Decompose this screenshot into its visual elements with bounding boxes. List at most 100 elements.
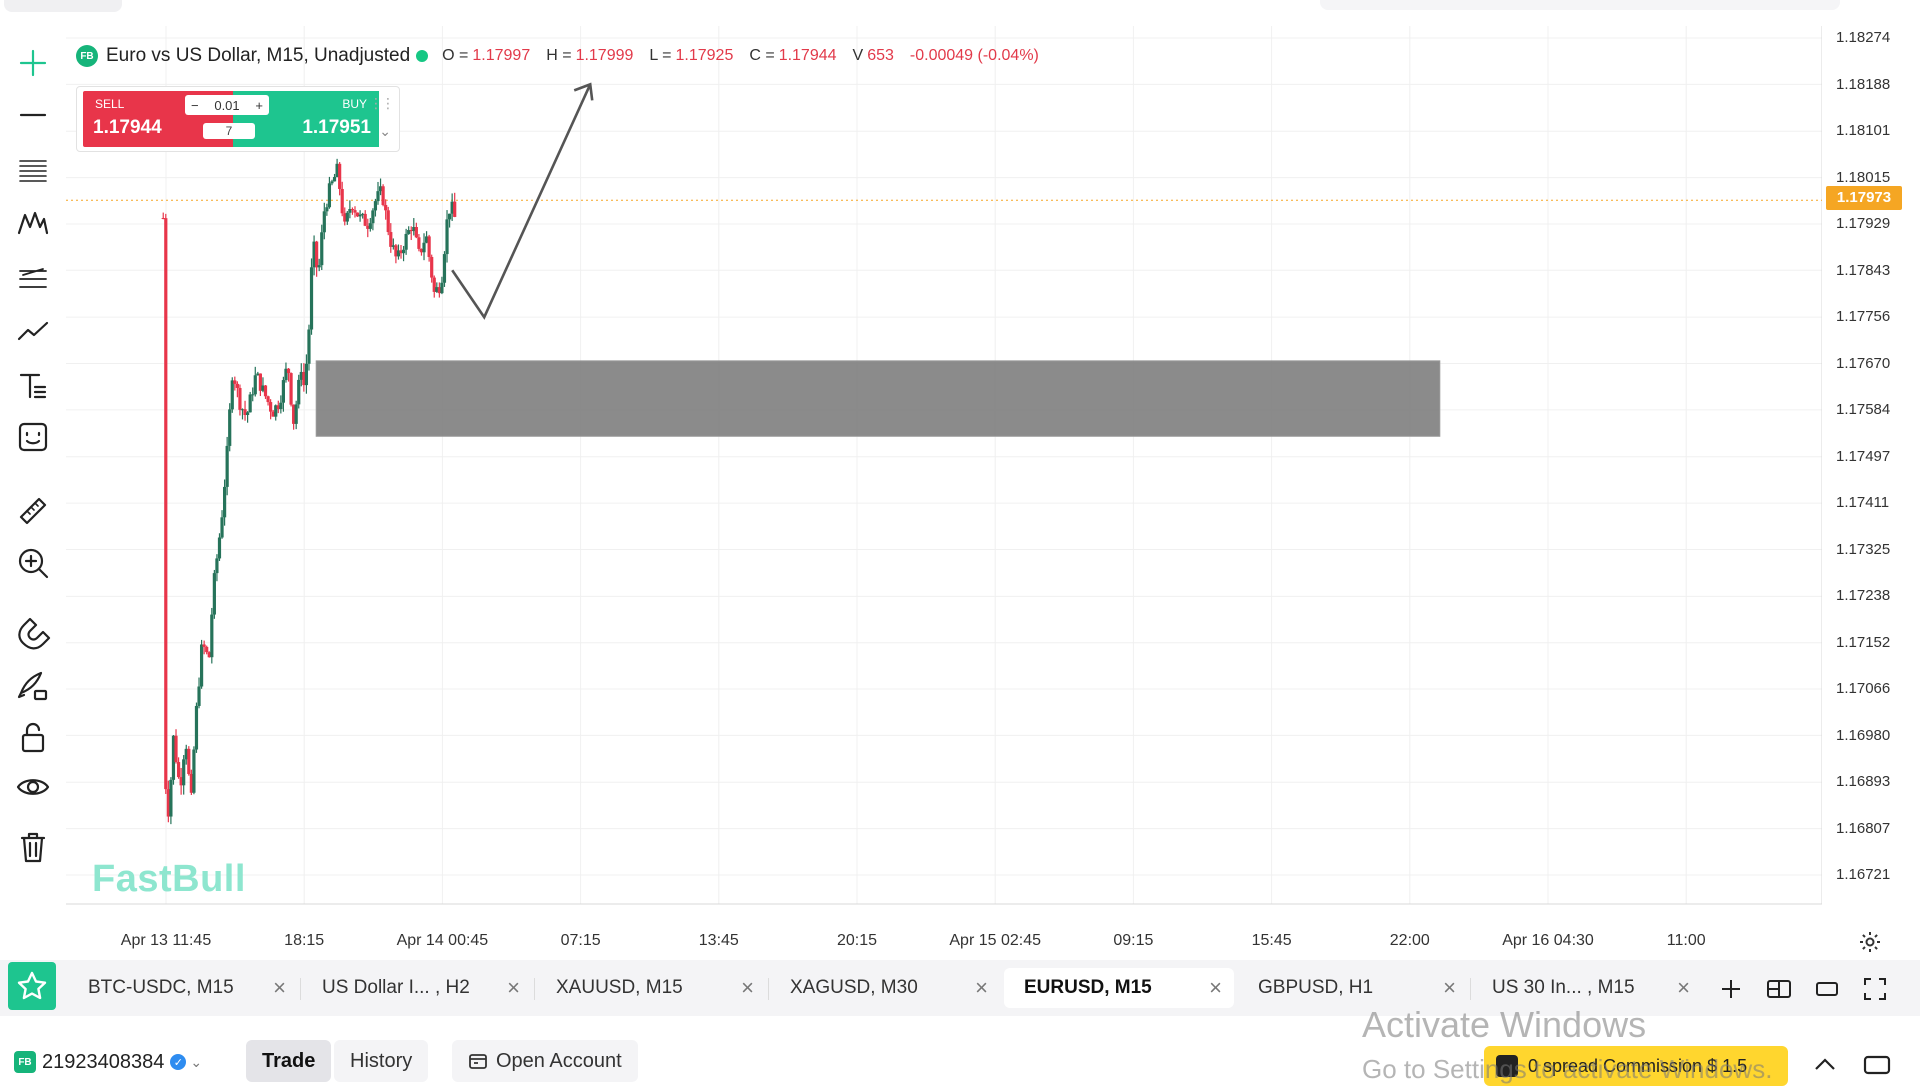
sell-price: 1.17944	[93, 117, 162, 138]
open-value: 1.17997	[472, 47, 531, 64]
tab-separator	[768, 978, 769, 1000]
candle-body	[289, 373, 293, 405]
candle-body	[246, 412, 250, 416]
close-tab-icon[interactable]: ×	[1209, 975, 1222, 1000]
time-tick-label: Apr 16 04:30	[1502, 932, 1594, 949]
fibonacci-tool-button[interactable]	[12, 148, 54, 190]
channel-tool-button[interactable]	[12, 256, 54, 298]
zoom-tool-button[interactable]	[12, 542, 54, 584]
ruler-tool-button[interactable]	[12, 490, 54, 532]
chart-tab[interactable]: GBPUSD, H1 ×	[1238, 968, 1468, 1008]
chevron-down-icon[interactable]: ⌄	[379, 123, 391, 139]
history-tab[interactable]: History	[334, 1040, 429, 1082]
price-tick-label: 1.18274	[1836, 29, 1891, 46]
pattern-tool-button[interactable]	[12, 202, 54, 244]
text-tool-button[interactable]	[12, 364, 54, 406]
top-toolbar	[0, 0, 1920, 12]
price-tick-label: 1.18188	[1836, 75, 1891, 93]
single-layout-button[interactable]	[1812, 974, 1842, 1004]
lot-size-stepper[interactable]: − 0.01 +	[185, 95, 269, 115]
candle-body	[320, 232, 324, 266]
time-tick-label: Apr 13 11:45	[120, 932, 212, 949]
promo-banner[interactable]: 0 spread Commission $ 1.5	[1484, 1046, 1788, 1086]
low-value: 1.17925	[675, 47, 734, 64]
zoom-in-icon	[18, 548, 49, 579]
visibility-tool-button[interactable]	[12, 766, 54, 808]
candle-body	[251, 394, 255, 396]
candle-body	[171, 735, 176, 780]
close-label: C =	[749, 47, 775, 64]
trend-line-tool-button[interactable]	[12, 310, 54, 352]
time-tick-label: 22:00	[1389, 932, 1430, 949]
trade-tab[interactable]: Trade	[246, 1040, 332, 1082]
lock-drawing-tool-button[interactable]	[12, 664, 54, 706]
drag-handle-icon[interactable]: ⋮⋮	[369, 95, 395, 111]
candle-body	[192, 749, 196, 793]
candle-body	[396, 250, 401, 257]
fullscreen-button[interactable]	[1860, 974, 1890, 1004]
open-account-button[interactable]: Open Account	[452, 1040, 638, 1082]
price-chart[interactable]	[66, 26, 1822, 918]
chart-tab[interactable]: US Dollar I... , H2 ×	[302, 968, 532, 1008]
buy-label: BUY	[342, 97, 367, 111]
chart-settings-button[interactable]	[1858, 930, 1882, 954]
price-tick-label: 1.17152	[1836, 633, 1891, 651]
symbol-legend: FB Euro vs US Dollar, M15, Unadjusted O …	[76, 44, 1055, 68]
panel-toggle-button[interactable]	[1860, 1048, 1894, 1082]
close-tab-icon[interactable]: ×	[975, 975, 988, 1000]
close-tab-icon[interactable]: ×	[273, 975, 286, 1000]
chart-tab[interactable]: US 30 In... , M15 ×	[1472, 968, 1702, 1008]
lock-tool-button[interactable]	[12, 716, 54, 758]
horizontal-line-icon	[19, 113, 47, 117]
chart-canvas[interactable]	[66, 26, 1822, 918]
candle-body	[279, 402, 283, 410]
lot-decrease-button[interactable]: −	[191, 97, 199, 113]
low-label: L =	[649, 47, 672, 64]
candle-body	[417, 237, 421, 249]
collapse-panel-button[interactable]	[1808, 1048, 1842, 1082]
candle-body	[332, 176, 337, 182]
candle-body	[207, 652, 211, 658]
panel-icon	[1863, 1055, 1891, 1075]
high-value: 1.17999	[575, 47, 634, 64]
delete-drawings-button[interactable]	[12, 826, 54, 868]
projection-arrow-path	[451, 83, 592, 320]
star-icon	[17, 971, 47, 1000]
crosshair-tool-button[interactable]	[12, 42, 54, 84]
close-tab-icon[interactable]: ×	[1677, 975, 1690, 1000]
candle-body	[220, 517, 224, 538]
horizontal-line-tool-button[interactable]	[12, 94, 54, 136]
chart-tab[interactable]: XAUUSD, M15 ×	[536, 968, 766, 1008]
favorites-button[interactable]	[8, 962, 56, 1010]
chart-tab[interactable]: XAGUSD, M30 ×	[770, 968, 1000, 1008]
top-toolbar-button[interactable]	[4, 0, 122, 12]
lot-increase-button[interactable]: +	[255, 97, 263, 113]
top-toolbar-group[interactable]	[1320, 0, 1840, 10]
candle-body	[233, 380, 237, 384]
emoji-tool-button[interactable]	[12, 416, 54, 458]
symbol-title[interactable]: Euro vs US Dollar, M15, Unadjusted	[106, 45, 411, 66]
chart-tabs-bar: BTC-USDC, M15 × US Dollar I... , H2 × XAUUSD…	[0, 960, 1920, 1016]
magnet-tool-button[interactable]	[12, 612, 54, 654]
account-selector[interactable]: FB 21923408384 ✓ ⌄	[14, 1042, 202, 1082]
candle-body	[169, 779, 173, 817]
candle-body	[299, 371, 303, 380]
add-tab-button[interactable]	[1716, 974, 1746, 1004]
time-tick-label: 15:45	[1251, 932, 1292, 949]
chart-tab[interactable]: BTC-USDC, M15 ×	[68, 968, 298, 1008]
chevron-up-icon	[1815, 1058, 1835, 1070]
lot-size-value[interactable]: 0.01	[214, 97, 240, 113]
close-tab-icon[interactable]: ×	[507, 975, 520, 1000]
candle-body	[363, 213, 367, 226]
candle-body	[274, 405, 278, 417]
candle-body	[440, 282, 444, 294]
close-tab-icon[interactable]: ×	[741, 975, 754, 1000]
candle-body	[240, 409, 245, 411]
split-layout-button[interactable]	[1764, 974, 1794, 1004]
candle-body	[261, 385, 265, 391]
candle-body	[394, 245, 398, 257]
close-tab-icon[interactable]: ×	[1443, 975, 1456, 1000]
candle-body	[368, 223, 372, 229]
emoji-icon	[18, 422, 48, 452]
chart-tab[interactable]: EURUSD, M15 ×	[1004, 968, 1234, 1008]
